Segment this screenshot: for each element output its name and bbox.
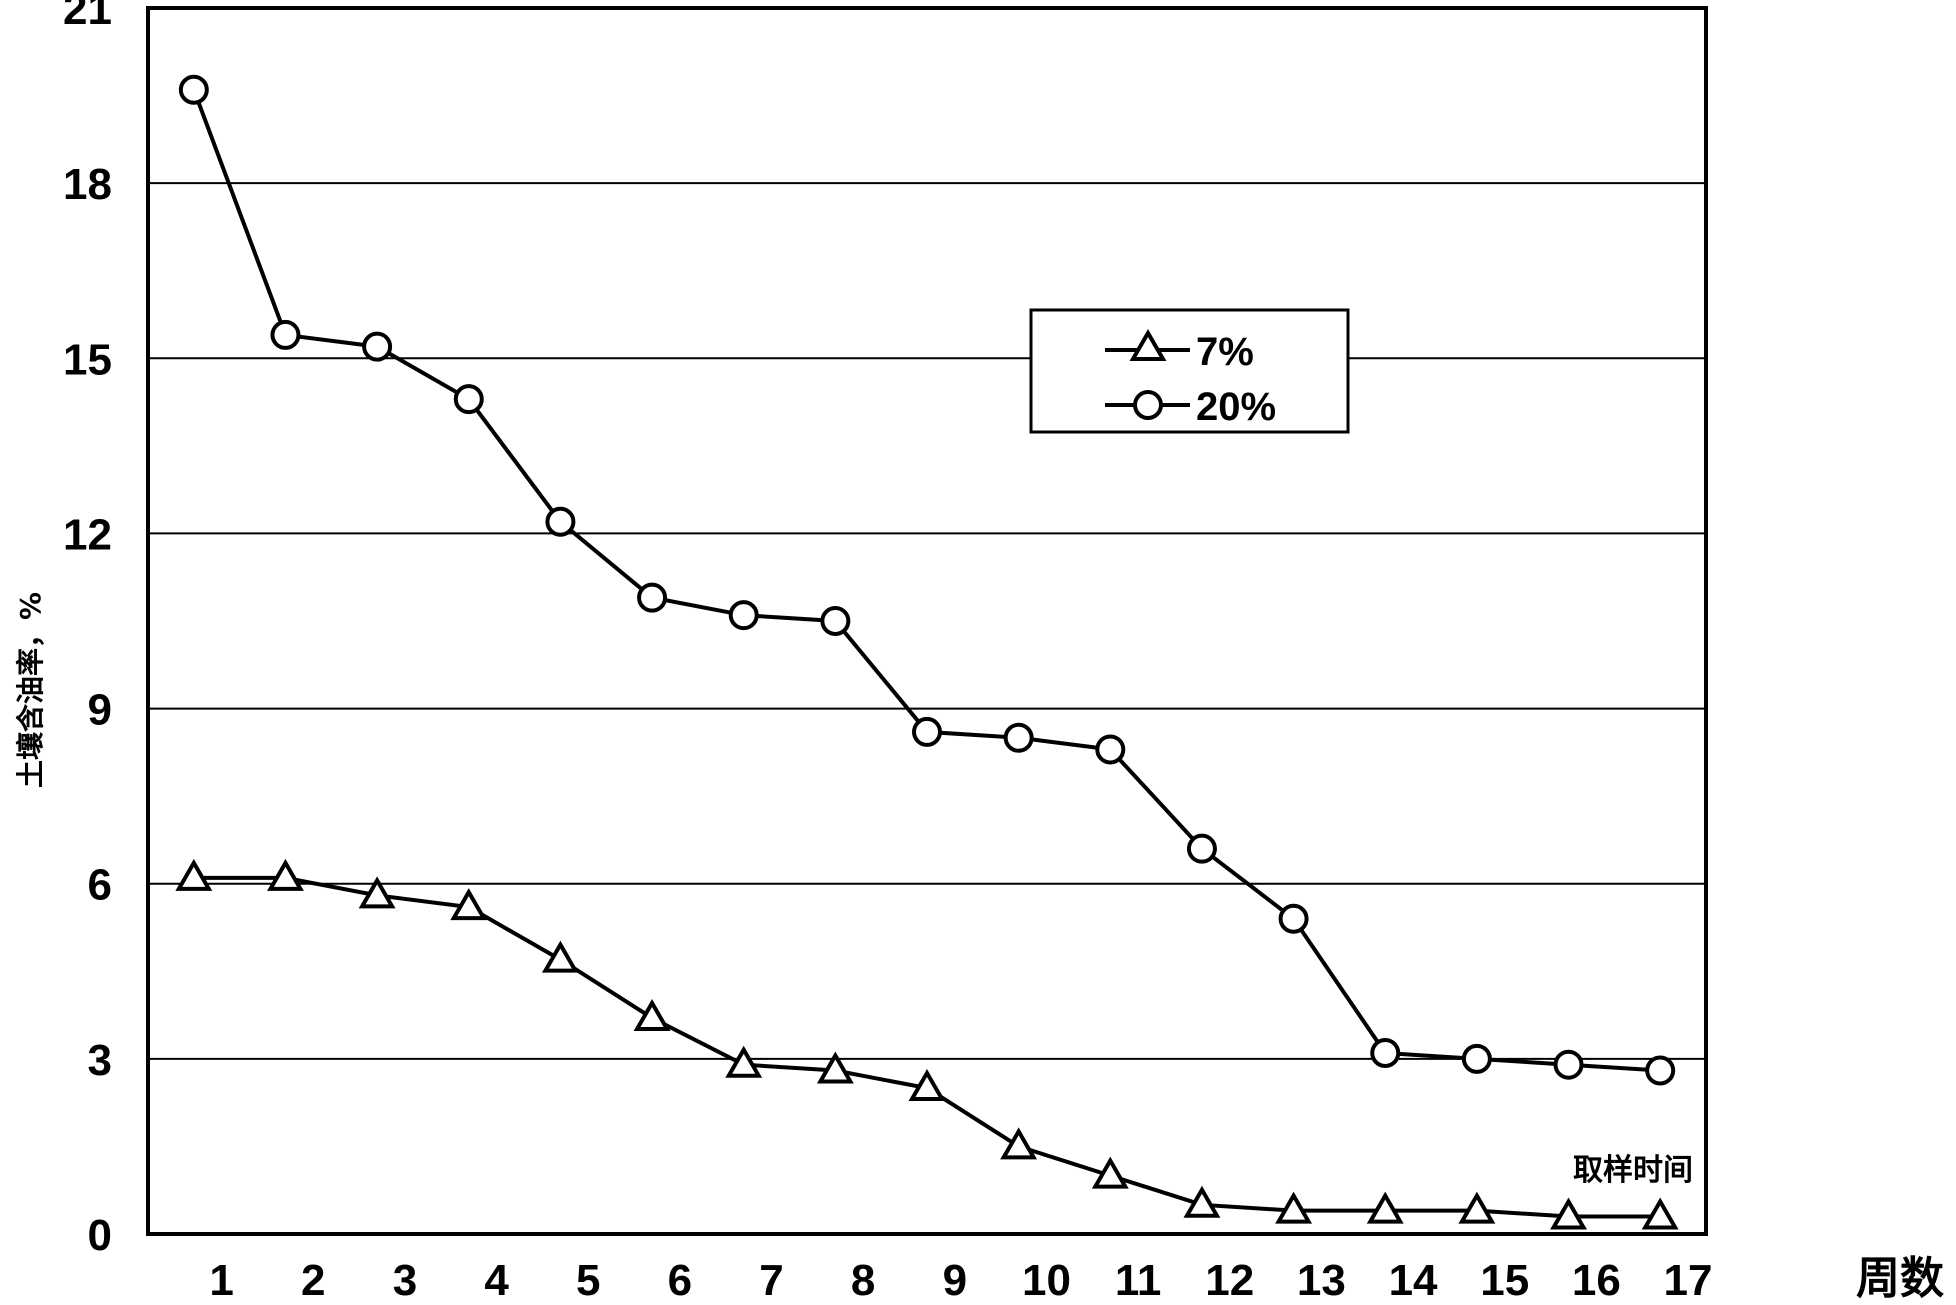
legend-item-7pct: 7% xyxy=(1105,328,1254,374)
data-point-triangle xyxy=(1366,1191,1404,1224)
data-point-triangle xyxy=(1458,1191,1496,1224)
legend-circle-marker xyxy=(1133,390,1163,420)
data-point-circle xyxy=(1278,903,1309,934)
legend: 7% 20% xyxy=(1029,308,1350,434)
x-tick-label: 5 xyxy=(576,1256,600,1305)
data-point-circle xyxy=(1095,734,1126,765)
data-point-circle xyxy=(1553,1049,1584,1080)
x-tick-label: 16 xyxy=(1572,1256,1621,1305)
series-group xyxy=(175,74,1679,1230)
data-point-triangle xyxy=(1275,1191,1313,1224)
legend-box xyxy=(1029,308,1350,434)
y-tick-label: 15 xyxy=(63,335,112,384)
y-tick-label: 18 xyxy=(63,160,112,209)
gridlines xyxy=(148,182,1706,1060)
y-tick-label: 0 xyxy=(88,1211,112,1260)
x-axis-annotation: 取样时间 xyxy=(1573,1153,1693,1188)
data-point-circle xyxy=(1461,1043,1492,1074)
data-point-circle xyxy=(362,331,393,362)
data-point-triangle xyxy=(358,876,396,909)
data-point-circle xyxy=(1370,1038,1401,1069)
series-line xyxy=(193,875,1661,1219)
x-tick-label: 4 xyxy=(484,1256,509,1305)
x-tick-label: 10 xyxy=(1022,1256,1071,1305)
legend-item-20pct: 20% xyxy=(1105,385,1276,429)
data-point-circle xyxy=(545,506,576,537)
data-point-circle xyxy=(453,384,484,415)
data-point-circle xyxy=(637,582,668,613)
y-axis-title: 土壤含油率，% xyxy=(14,592,47,788)
x-tick-label: 2 xyxy=(301,1256,325,1305)
data-point-circle xyxy=(270,319,301,350)
legend-label-7pct: 7% xyxy=(1196,330,1254,374)
y-tick-label: 3 xyxy=(88,1036,112,1085)
x-tick-label: 3 xyxy=(393,1256,417,1305)
y-tick-label: 9 xyxy=(88,686,112,735)
legend-triangle-marker xyxy=(1129,328,1167,361)
data-point-circle xyxy=(820,606,851,636)
data-point-triangle xyxy=(175,858,213,891)
data-point-circle xyxy=(728,600,759,631)
x-tick-label: 14 xyxy=(1389,1256,1438,1305)
data-point-triangle xyxy=(816,1051,854,1084)
x-tick-label: 13 xyxy=(1297,1256,1346,1305)
x-tick-label: 1 xyxy=(209,1256,233,1305)
x-axis-title: 周数 xyxy=(1856,1253,1944,1304)
data-point-triangle xyxy=(267,858,304,891)
data-point-triangle xyxy=(1091,1156,1129,1189)
data-point-triangle xyxy=(725,1045,763,1078)
x-tick-label: 12 xyxy=(1205,1256,1254,1305)
x-tick-label: 8 xyxy=(851,1256,875,1305)
plot-area-frame xyxy=(146,6,1708,1236)
data-point-triangle xyxy=(1000,1127,1038,1160)
series-7pct xyxy=(175,858,1679,1230)
x-tick-label: 11 xyxy=(1115,1256,1162,1305)
x-tick-label: 7 xyxy=(759,1256,783,1305)
y-tick-label: 6 xyxy=(88,861,112,910)
data-point-circle xyxy=(178,74,209,105)
series-line xyxy=(191,89,1661,1073)
x-tick-label: 17 xyxy=(1664,1256,1713,1305)
data-point-circle xyxy=(912,716,942,747)
data-point-circle xyxy=(1003,722,1034,753)
x-tick-label: 9 xyxy=(943,1256,967,1305)
y-tick-label: 12 xyxy=(63,510,112,559)
x-tick-label: 15 xyxy=(1480,1256,1529,1305)
legend-label-20pct: 20% xyxy=(1196,385,1276,429)
series-20pct xyxy=(178,74,1676,1086)
data-point-circle xyxy=(1645,1055,1676,1086)
data-point-triangle xyxy=(541,940,579,973)
data-point-triangle xyxy=(450,888,488,921)
y-tick-label: 21 xyxy=(63,0,112,34)
data-point-circle xyxy=(1186,833,1217,864)
data-point-triangle xyxy=(1641,1197,1679,1230)
data-point-triangle xyxy=(1550,1197,1587,1230)
data-point-triangle xyxy=(1183,1185,1221,1218)
data-point-triangle xyxy=(908,1069,946,1102)
x-tick-label: 6 xyxy=(668,1256,692,1305)
data-point-triangle xyxy=(633,998,671,1031)
